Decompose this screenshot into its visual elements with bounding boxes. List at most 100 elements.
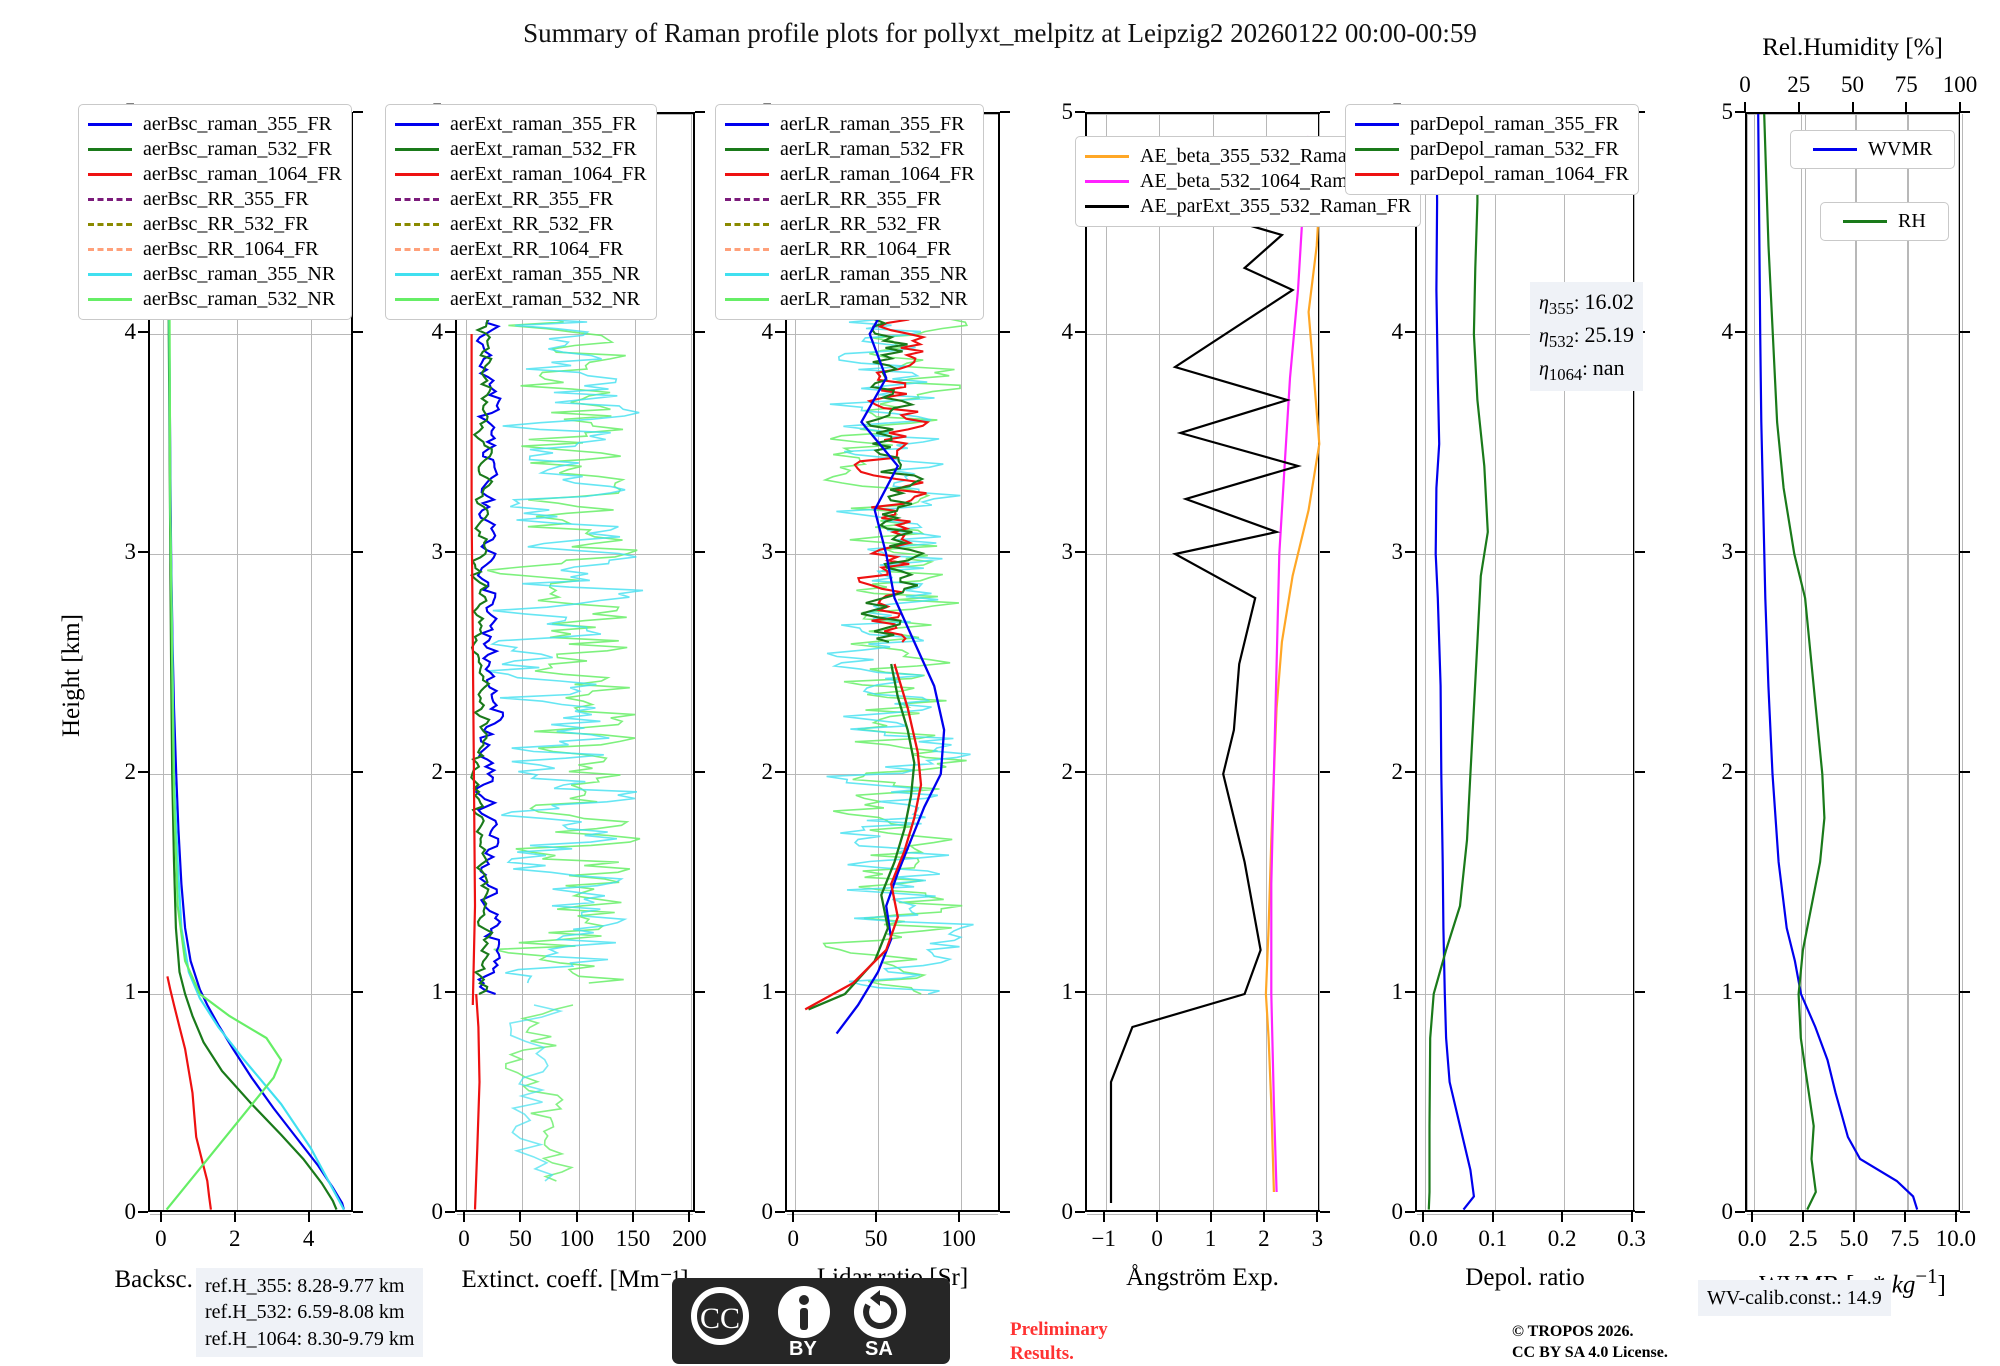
x-tick-label-top: 50 (1841, 72, 1864, 97)
y-tick-mark (1405, 551, 1415, 553)
gridline-vertical (1425, 114, 1427, 1210)
gridline-horizontal (1087, 1214, 1318, 1215)
legend-label: aerExt_raman_532_FR (450, 138, 637, 160)
eta-1064-row: η1064: nan (1539, 355, 1625, 384)
y-tick-label: 1 (124, 979, 137, 1004)
legend-line-swatch (1355, 173, 1399, 176)
y-tick-mark (1075, 111, 1085, 113)
legend-line-swatch (1843, 220, 1887, 223)
legend-label: WVMR (1868, 138, 1933, 160)
curves-depolarization-ratio (1427, 114, 1489, 1211)
x-tick-label: 0.2 (1547, 1226, 1577, 1251)
x-tick-mark (874, 1212, 877, 1222)
legend-label: aerBsc_RR_1064_FR (143, 238, 319, 260)
legend-entry: aerBsc_raman_532_NR (88, 287, 342, 312)
gridline-horizontal (787, 774, 998, 775)
legend-wvmr[interactable]: WVMR (1790, 130, 1956, 169)
eta-355-row: η355: 16.02 (1539, 289, 1634, 318)
y-tick-label: 3 (124, 539, 137, 564)
gridline-vertical (960, 114, 962, 1210)
x-axis-title-depolarization-ratio: Depol. ratio (1465, 1264, 1585, 1291)
y-tick-mark-right (1000, 771, 1010, 773)
y-tick-mark-right (1960, 331, 1970, 333)
y-tick-mark (775, 771, 785, 773)
x-tick-label: 0 (787, 1226, 800, 1251)
x-tick-label: 0.0 (1408, 1226, 1438, 1251)
legend-label: AE_beta_355_532_Raman_FR (1140, 145, 1392, 167)
x-tick-label: 50 (864, 1226, 888, 1251)
y-tick-label: 5 (1721, 99, 1734, 124)
y-tick-mark (1735, 111, 1745, 113)
legend-line-swatch (395, 198, 439, 201)
x-tick-mark (233, 1212, 236, 1222)
legend-depolarization-ratio[interactable]: parDepol_raman_355_FR parDepol_raman_532_… (1345, 104, 1639, 195)
svg-text:CC: CC (700, 1302, 740, 1335)
x-tick-label: 0 (1151, 1226, 1163, 1251)
x-tick-mark (632, 1212, 635, 1222)
legend-rh[interactable]: RH (1820, 202, 1949, 241)
y-tick-mark (138, 551, 148, 553)
gridline-vertical (635, 114, 637, 1210)
y-tick-label: 4 (1391, 319, 1404, 344)
legend-lidar-ratio[interactable]: aerLR_raman_355_FR aerLR_raman_532_FR aerL… (715, 104, 985, 320)
y-tick-label: 2 (124, 759, 137, 784)
gridline-vertical (466, 114, 467, 1210)
y-tick-mark-right (1960, 111, 1970, 113)
y-tick-mark (445, 991, 455, 993)
gridline-horizontal (1417, 994, 1633, 995)
legend-line-swatch (1085, 180, 1129, 183)
top-axis-title: Rel.Humidity [%] (1762, 34, 1943, 61)
legend-label: aerBsc_RR_355_FR (143, 188, 309, 210)
legend-label: parDepol_raman_532_FR (1410, 138, 1619, 160)
legend-line-swatch (88, 173, 132, 176)
x-tick-mark (688, 1212, 691, 1222)
cc-by-label: BY (789, 1338, 817, 1360)
curves-backscatter (165, 114, 345, 1211)
y-tick-mark (1405, 331, 1415, 333)
y-tick-mark-right (695, 111, 705, 113)
legend-line-swatch (88, 248, 132, 251)
y-tick-label: 0 (431, 1199, 444, 1224)
y-tick-mark-right (1320, 551, 1330, 553)
reference-height-box: ref.H_355: 8.28-9.77 km ref.H_532: 6.59-8… (196, 1268, 424, 1358)
legend-entry: parDepol_raman_1064_FR (1355, 162, 1629, 187)
y-axis-title: Height [km] (58, 614, 85, 737)
legend-line-swatch (1355, 148, 1399, 151)
y-tick-mark (1075, 991, 1085, 993)
y-tick-mark-right (1960, 771, 1970, 773)
y-tick-mark-right (353, 1211, 363, 1213)
x-tick-label: 4 (302, 1226, 315, 1251)
legend-label: aerExt_raman_355_NR (450, 263, 640, 285)
gridline-vertical (1105, 114, 1107, 1210)
x-tick-mark-top (1744, 102, 1746, 112)
panel-extinction: 050100150200012345Extinct. coeff. [Mm⁻¹]… (385, 99, 707, 1293)
y-tick-mark (1735, 331, 1745, 333)
y-tick-label: 2 (1061, 759, 1074, 784)
y-tick-mark-right (1000, 991, 1010, 993)
legend-line-swatch (88, 198, 132, 201)
legend-label: aerBsc_raman_355_FR (143, 113, 332, 135)
gridline-vertical (691, 114, 693, 1210)
legend-entry: aerBsc_raman_532_FR (88, 137, 342, 162)
cc-license-badge: CC BY SA (672, 1278, 950, 1364)
legend-entry: parDepol_raman_532_FR (1355, 137, 1629, 162)
legend-entry: aerExt_RR_355_FR (395, 187, 647, 212)
x-tick-label-top: 75 (1894, 72, 1918, 97)
eta-annotation-box: η355: 16.02 η532: 25.19 η1064: nan (1530, 282, 1643, 391)
y-tick-mark-right (1635, 1211, 1645, 1213)
legend-label: aerLR_raman_532_FR (780, 138, 965, 160)
preliminary-results-note: Preliminary Results. (1010, 1318, 1108, 1366)
y-tick-label: 3 (1721, 539, 1734, 564)
y-tick-mark-right (1960, 1211, 1970, 1213)
legend-line-swatch (395, 148, 439, 151)
legend-extinction[interactable]: aerExt_raman_355_FR aerExt_raman_532_FR ae… (385, 104, 657, 320)
legend-label: RH (1898, 210, 1926, 232)
x-tick-label: 2 (1258, 1226, 1270, 1251)
y-tick-mark-right (1320, 771, 1330, 773)
ref-h-532: ref.H_532: 6.59-8.08 km (205, 1301, 405, 1324)
y-tick-mark (775, 991, 785, 993)
y-tick-mark (1405, 771, 1415, 773)
x-tick-mark (575, 1212, 578, 1222)
gridline-horizontal (1417, 554, 1633, 555)
